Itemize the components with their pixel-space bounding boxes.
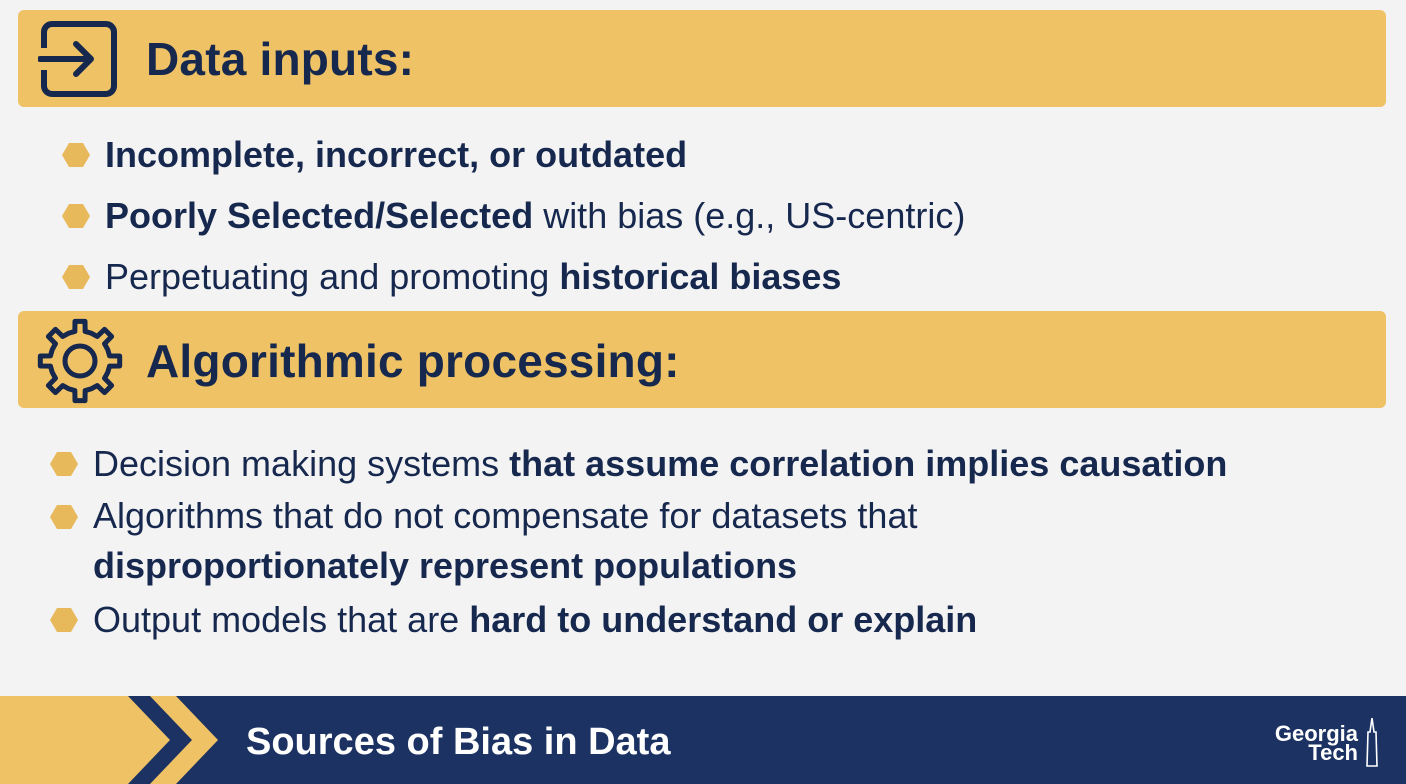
list-item: Poorly Selected/Selected with bias (e.g.…	[62, 195, 965, 256]
list-item: Incomplete, incorrect, or outdated	[62, 134, 965, 195]
chevron-decoration-icon	[0, 696, 218, 784]
list-item: Perpetuating and promoting historical bi…	[62, 256, 965, 317]
georgia-tech-logo: Georgia Tech	[1274, 721, 1358, 765]
sign-in-icon	[38, 21, 117, 97]
hexagon-bullet-icon	[62, 265, 90, 289]
section-header-algorithmic-processing: Algorithmic processing:	[18, 311, 1386, 408]
footer-bar: Sources of Bias in Data Georgia Tech	[0, 696, 1406, 784]
gear-icon	[37, 318, 123, 404]
section-title: Data inputs:	[146, 33, 415, 85]
data-inputs-list: Incomplete, incorrect, or outdated Poorl…	[62, 134, 965, 317]
hexagon-bullet-icon	[50, 608, 78, 632]
list-item: Output models that are hard to understan…	[50, 599, 1227, 641]
hexagon-bullet-icon	[62, 204, 90, 228]
list-item: Algorithms that do not compensate for da…	[50, 491, 1093, 591]
hexagon-bullet-icon	[62, 143, 90, 167]
algorithmic-processing-list: Decision making systems that assume corr…	[50, 443, 1227, 647]
section-header-data-inputs: Data inputs:	[18, 10, 1386, 107]
tech-tower-icon	[1366, 718, 1378, 767]
slide-title: Sources of Bias in Data	[246, 721, 671, 763]
hexagon-bullet-icon	[50, 505, 78, 529]
section-title: Algorithmic processing:	[146, 335, 680, 387]
list-item: Decision making systems that assume corr…	[50, 443, 1227, 485]
hexagon-bullet-icon	[50, 452, 78, 476]
